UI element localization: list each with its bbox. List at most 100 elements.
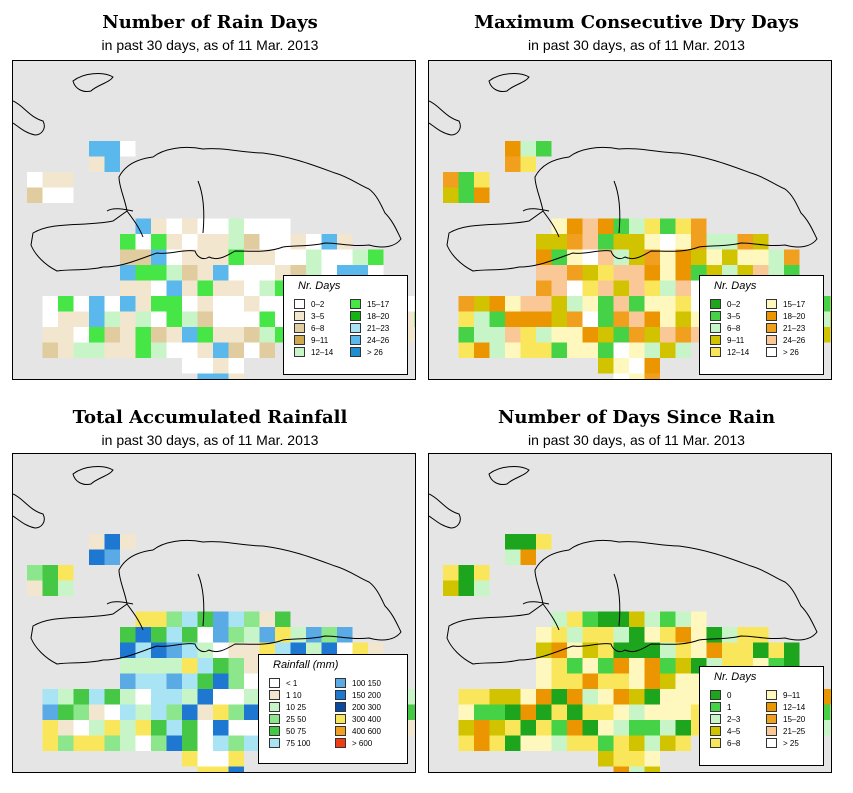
panel-title: Maximum Consecutive Dry Days xyxy=(474,12,799,33)
grid-cell xyxy=(197,735,213,751)
grid-cell xyxy=(536,627,552,643)
grid-cell xyxy=(58,187,74,203)
grid-cell xyxy=(135,327,151,343)
grid-cell xyxy=(644,358,660,374)
grid-cell xyxy=(213,642,229,658)
grid-cell xyxy=(582,342,598,358)
legend-label: 9–11 xyxy=(727,335,745,345)
grid-cell xyxy=(213,627,229,643)
grid-cell xyxy=(151,627,167,643)
grid-cell xyxy=(197,689,213,705)
legend-entry: 1 10 xyxy=(269,689,302,701)
grid-cell xyxy=(613,766,629,772)
legend-swatch xyxy=(269,678,280,688)
grid-cell xyxy=(197,358,213,374)
grid-cell xyxy=(213,249,229,265)
legend-swatch xyxy=(335,678,346,688)
grid-cell xyxy=(135,311,151,327)
grid-cell xyxy=(244,265,260,281)
grid-cell xyxy=(182,265,198,281)
grid-cell xyxy=(414,704,415,720)
legend-label: 0–2 xyxy=(727,299,741,309)
grid-cell xyxy=(613,296,629,312)
grid-cell xyxy=(505,534,521,550)
grid-cell xyxy=(259,234,275,250)
grid-cell xyxy=(753,642,769,658)
grid-cell xyxy=(275,218,291,234)
grid-cell xyxy=(536,642,552,658)
legend-entry: 12–14 xyxy=(710,346,749,358)
grid-cell xyxy=(244,280,260,296)
grid-cell xyxy=(458,735,474,751)
grid-cell xyxy=(166,218,182,234)
grid-cell xyxy=(197,265,213,281)
grid-cell xyxy=(244,311,260,327)
grid-cell xyxy=(73,311,89,327)
grid-cell xyxy=(89,689,105,705)
grid-cell xyxy=(27,187,43,203)
legend-swatch xyxy=(269,726,280,736)
grid-cell xyxy=(182,249,198,265)
grid-cell xyxy=(505,311,521,327)
legend-entry: 21–25 xyxy=(766,725,805,737)
panel-days-since-rain: Number of Days Since Rain in past 30 day… xyxy=(420,395,853,793)
grid-cell xyxy=(753,234,769,250)
grid-cell xyxy=(135,735,151,751)
legend-swatch xyxy=(269,702,280,712)
grid-cell xyxy=(151,689,167,705)
legend-swatch xyxy=(350,335,361,345)
grid-cell xyxy=(551,642,567,658)
grid-cell xyxy=(660,611,676,627)
legend-label: 50 75 xyxy=(286,726,307,736)
grid-cell xyxy=(182,658,198,674)
legend-label: 4–5 xyxy=(727,726,741,736)
grid-cell xyxy=(414,311,415,327)
grid-cell xyxy=(660,704,676,720)
panel-subtitle: in past 30 days, as of 11 Mar. 2013 xyxy=(101,432,319,448)
grid-cell xyxy=(213,327,229,343)
grid-cell xyxy=(691,642,707,658)
grid-cell xyxy=(228,358,244,374)
grid-cell xyxy=(567,265,583,281)
grid-cell xyxy=(598,218,614,234)
grid-cell xyxy=(42,720,58,736)
grid-cell xyxy=(89,720,105,736)
grid-cell xyxy=(520,549,536,565)
grid-cell xyxy=(228,642,244,658)
legend-swatch xyxy=(710,299,721,309)
legend-entry: 21–23 xyxy=(766,322,805,334)
grid-cell xyxy=(660,735,676,751)
grid-cell xyxy=(613,342,629,358)
grid-cell xyxy=(197,611,213,627)
grid-cell xyxy=(644,642,660,658)
grid-cell xyxy=(42,187,58,203)
legend-swatch xyxy=(766,738,777,748)
grid-cell xyxy=(629,642,645,658)
grid-cell xyxy=(135,673,151,689)
legend-entry: 200 300 xyxy=(335,701,381,713)
grid-cell xyxy=(42,565,58,581)
grid-cell xyxy=(197,249,213,265)
grid-cell xyxy=(182,704,198,720)
grid-cell xyxy=(613,249,629,265)
grid-cell xyxy=(197,342,213,358)
grid-cell xyxy=(73,327,89,343)
grid-cell xyxy=(120,735,136,751)
legend-entry: 75 100 xyxy=(269,737,310,749)
grid-cell xyxy=(551,673,567,689)
grid-cell xyxy=(259,327,275,343)
grid-cell xyxy=(613,689,629,705)
grid-cell xyxy=(135,627,151,643)
grid-cell xyxy=(629,611,645,627)
grid-cell xyxy=(784,249,800,265)
grid-cell xyxy=(182,642,198,658)
grid-cell xyxy=(352,249,368,265)
grid-cell xyxy=(613,751,629,767)
grid-cell xyxy=(135,296,151,312)
legend-entry: 2–3 xyxy=(710,713,740,725)
grid-cell xyxy=(536,141,552,157)
grid-cell xyxy=(582,296,598,312)
grid-cell xyxy=(520,141,536,157)
grid-cell xyxy=(182,627,198,643)
legend-label: 9–11 xyxy=(311,335,329,345)
